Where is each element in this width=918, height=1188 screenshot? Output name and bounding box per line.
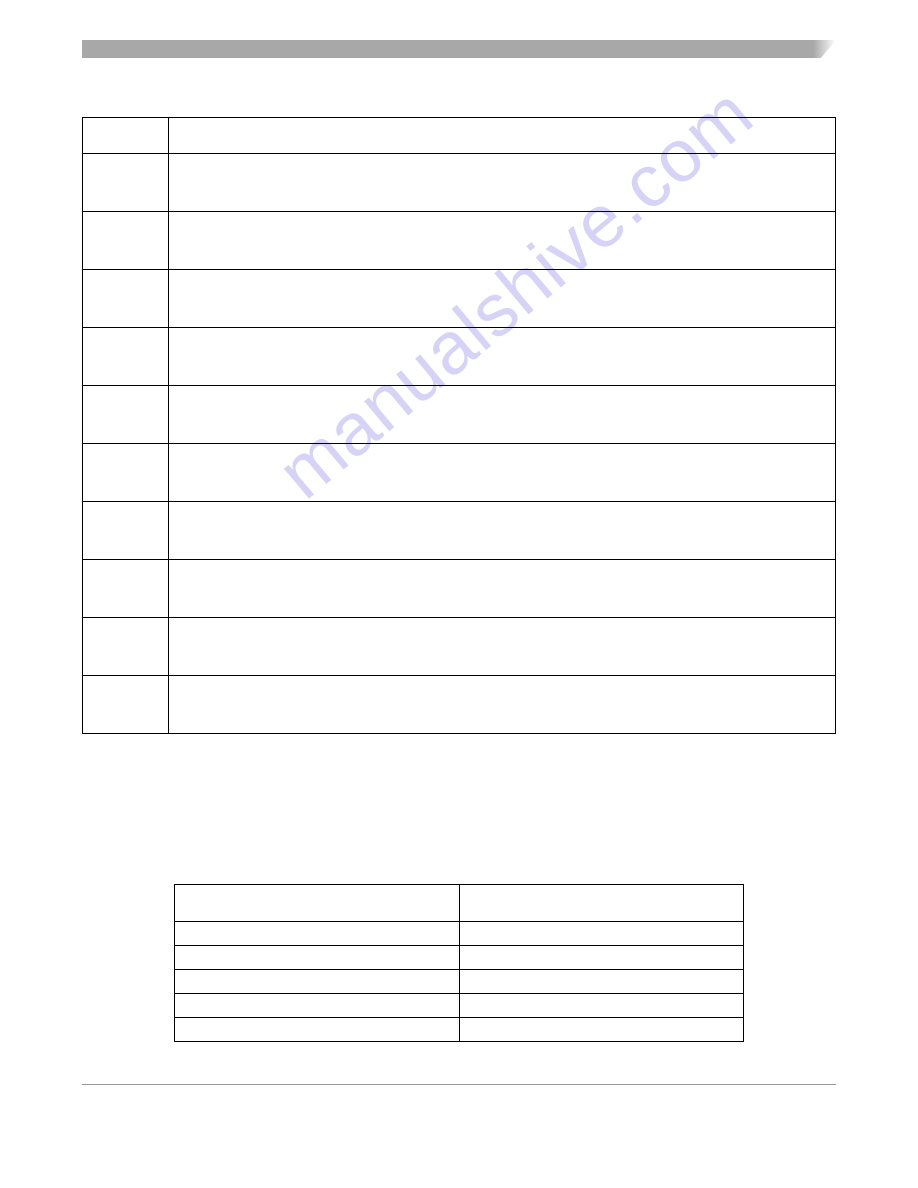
footer-divider (82, 1084, 836, 1085)
table-row (83, 212, 836, 270)
table-row (175, 1018, 744, 1042)
table-row (175, 946, 744, 970)
table-cell (175, 885, 460, 922)
table-cell (459, 922, 744, 946)
table-cell (169, 676, 836, 734)
table-cell (83, 444, 169, 502)
table-row (83, 270, 836, 328)
table-cell (169, 118, 836, 154)
table-row (83, 444, 836, 502)
table-cell (83, 618, 169, 676)
table-row (83, 676, 836, 734)
table-row (175, 994, 744, 1018)
header-bar (82, 40, 836, 58)
table-cell (169, 328, 836, 386)
table-cell (83, 560, 169, 618)
table-cell (169, 270, 836, 328)
table-row (83, 328, 836, 386)
table-cell (169, 154, 836, 212)
table-cell (169, 502, 836, 560)
table-row (83, 560, 836, 618)
table-cell (169, 560, 836, 618)
table-cell (459, 946, 744, 970)
table-row (83, 118, 836, 154)
table-cell (83, 270, 169, 328)
table-cell (175, 970, 460, 994)
table-cell (169, 444, 836, 502)
table-cell (175, 994, 460, 1018)
table-cell (175, 946, 460, 970)
table-cell (175, 922, 460, 946)
table-cell (83, 328, 169, 386)
table-cell (169, 386, 836, 444)
table-row (83, 386, 836, 444)
secondary-table (174, 884, 744, 1042)
table-cell (459, 970, 744, 994)
table-cell (83, 154, 169, 212)
table-cell (83, 502, 169, 560)
table-row (83, 502, 836, 560)
table-cell (83, 676, 169, 734)
table-row (175, 885, 744, 922)
table-cell (459, 885, 744, 922)
table-row (83, 154, 836, 212)
table-cell (83, 212, 169, 270)
table-cell (459, 1018, 744, 1042)
table-cell (169, 618, 836, 676)
main-table (82, 117, 836, 734)
table-cell (169, 212, 836, 270)
table-cell (459, 994, 744, 1018)
table-cell (83, 118, 169, 154)
table-cell (83, 386, 169, 444)
table-cell (175, 1018, 460, 1042)
table-row (175, 922, 744, 946)
table-row (83, 618, 836, 676)
table-row (175, 970, 744, 994)
